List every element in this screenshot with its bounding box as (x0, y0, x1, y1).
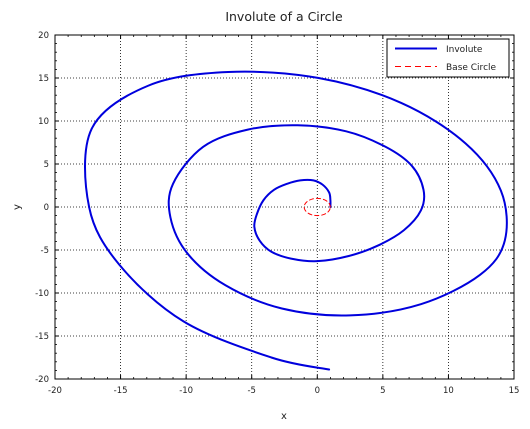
x-tick-label: 15 (509, 386, 520, 396)
legend: Involute Base Circle (387, 39, 509, 77)
legend-involute-label: Involute (446, 45, 483, 55)
y-tick-label: -15 (35, 332, 49, 342)
chart-title: Involute of a Circle (225, 9, 343, 24)
x-tick-label: -15 (114, 386, 128, 396)
x-tick-label: -5 (247, 386, 255, 396)
y-tick-label: -10 (35, 289, 49, 299)
y-tick-label: -20 (35, 375, 49, 385)
x-axis-label: x (281, 411, 287, 422)
x-tick-label: 10 (443, 386, 454, 396)
x-tick-label: -20 (48, 386, 62, 396)
y-tick-label: 10 (38, 117, 49, 127)
legend-base-circle-label: Base Circle (446, 63, 497, 73)
x-tick-label: 5 (380, 386, 385, 396)
y-axis-label: y (12, 204, 23, 210)
y-tick-label: 5 (44, 160, 49, 170)
x-tick-label: 0 (315, 386, 320, 396)
y-tick-label: 15 (38, 74, 49, 84)
y-tick-label: -5 (41, 246, 49, 256)
y-tick-label: 0 (44, 203, 49, 213)
x-tick-label: -10 (179, 386, 193, 396)
y-tick-label: 20 (38, 31, 49, 41)
